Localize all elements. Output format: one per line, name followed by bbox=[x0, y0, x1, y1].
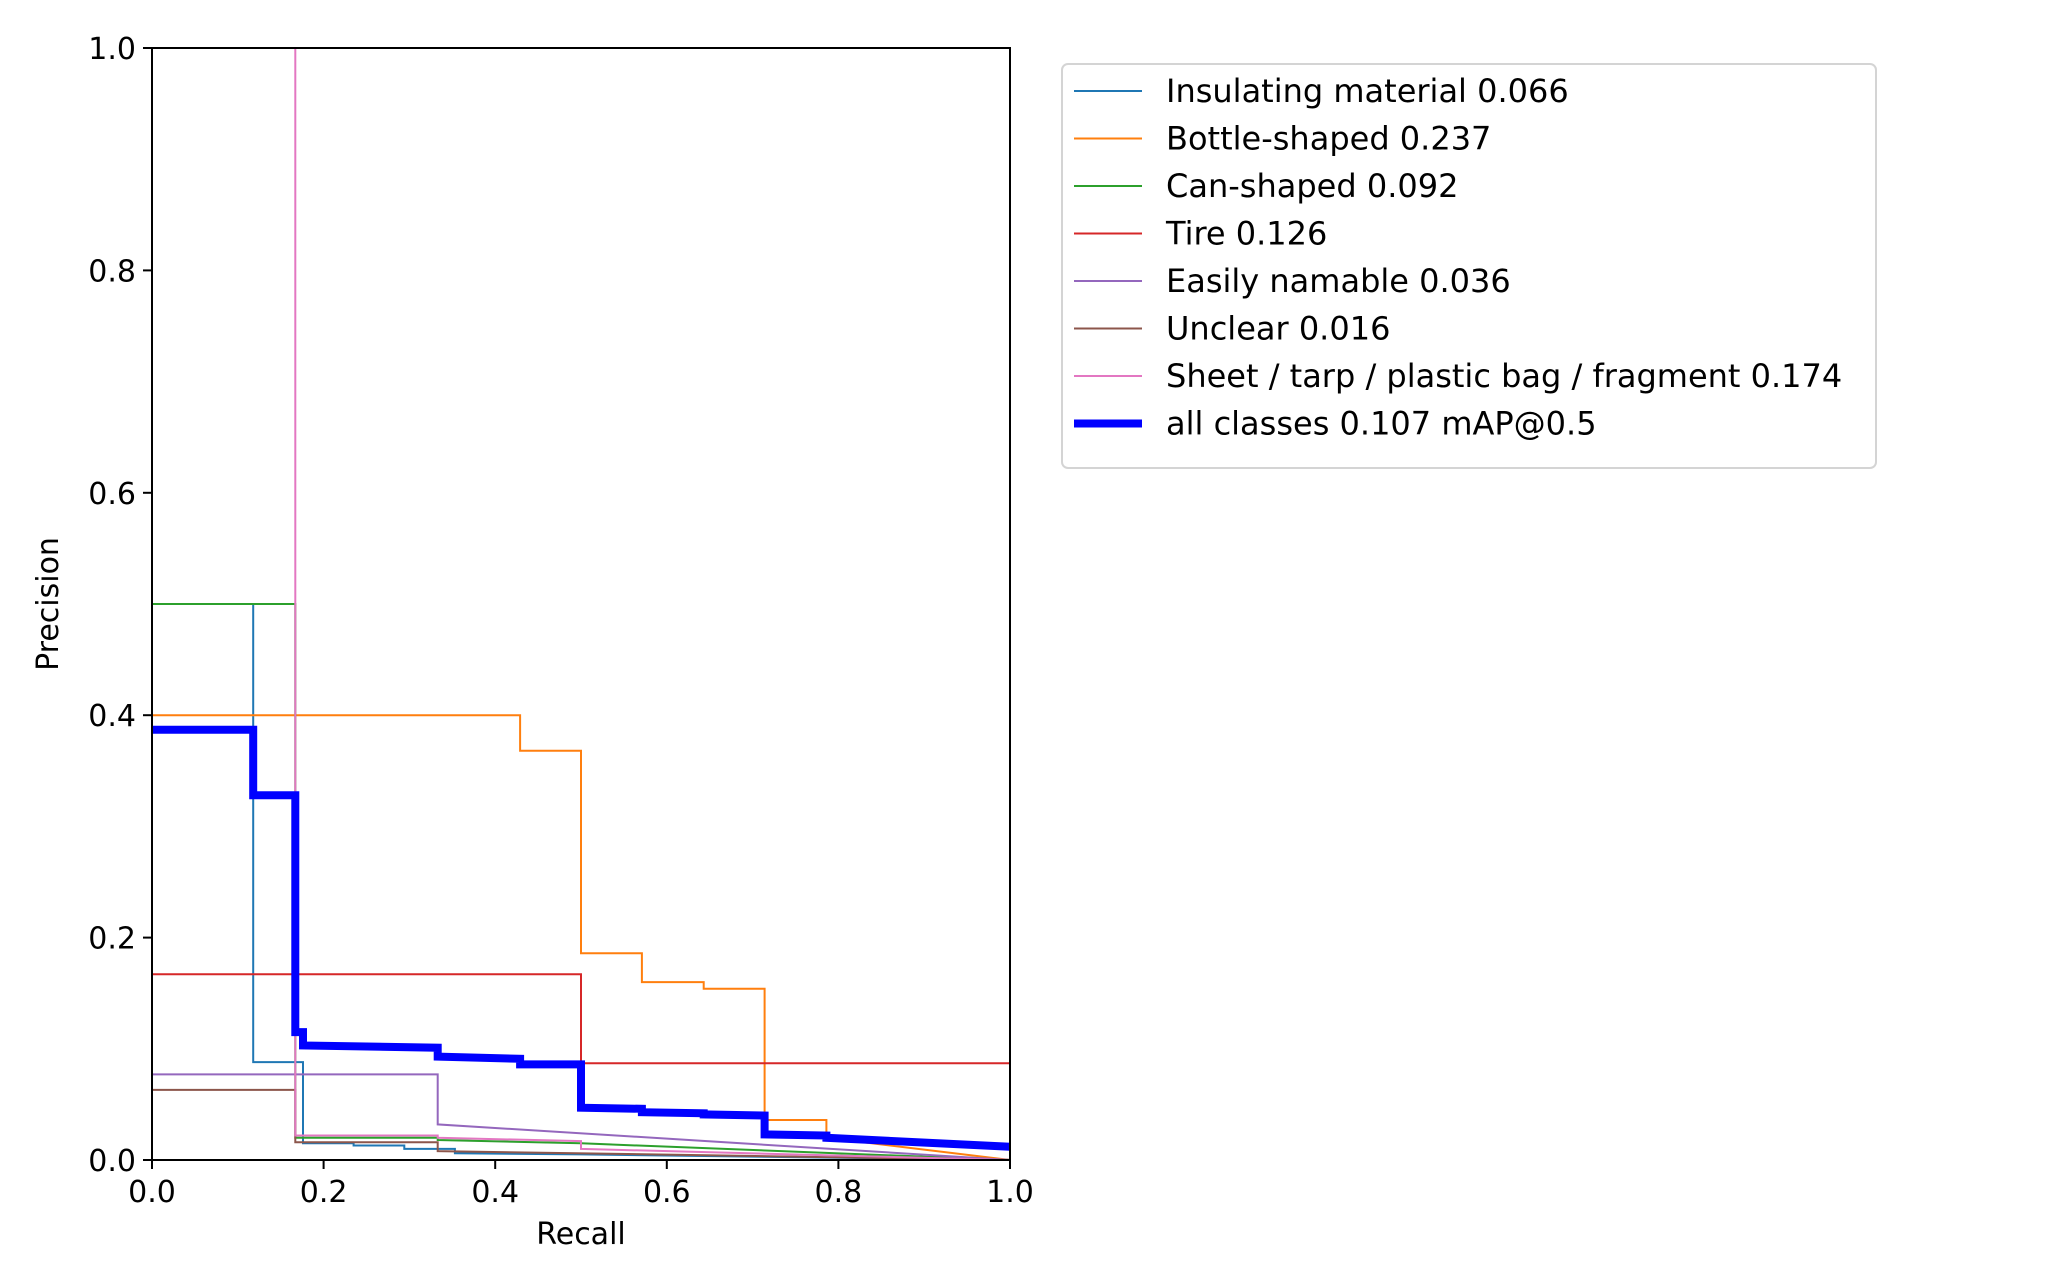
y-axis-label: Precision bbox=[31, 537, 66, 671]
legend-label: Can-shaped 0.092 bbox=[1166, 167, 1458, 205]
series-line-5 bbox=[152, 1088, 1011, 1161]
legend-label: Tire 0.126 bbox=[1165, 215, 1327, 253]
x-tick-label: 0.2 bbox=[300, 1175, 348, 1210]
x-tick-label: 1.0 bbox=[986, 1175, 1034, 1210]
y-tick-label: 0.2 bbox=[88, 922, 136, 957]
series-line-7 bbox=[152, 725, 1011, 1151]
x-tick-label: 0.8 bbox=[815, 1175, 863, 1210]
legend: Insulating material 0.066 Bottle-shaped 0… bbox=[1061, 63, 1877, 469]
legend-label: Bottle-shaped 0.237 bbox=[1166, 120, 1491, 158]
legend-label: Sheet / tarp / plastic bag / fragment 0.… bbox=[1166, 357, 1842, 395]
y-tick-label: 0.6 bbox=[88, 477, 136, 512]
series-line-0 bbox=[152, 603, 1011, 1161]
series-line-6 bbox=[294, 48, 1011, 1161]
y-tick-label: 0.0 bbox=[88, 1144, 136, 1179]
x-tick-label: 0.4 bbox=[471, 1175, 519, 1210]
y-tick-label: 1.0 bbox=[88, 32, 136, 67]
legend-label: Easily namable 0.036 bbox=[1166, 262, 1511, 300]
y-tick-label: 0.4 bbox=[88, 699, 136, 734]
legend-box bbox=[1061, 63, 1877, 469]
plot-frame bbox=[151, 47, 1011, 1161]
ticks-layer: 0.0 0.2 0.4 0.6 0.8 1.0 0.0 0.2 0.4 0.6 0.8 1.0 bbox=[88, 32, 1034, 1210]
legend-label: Unclear 0.016 bbox=[1166, 310, 1390, 348]
series-layer bbox=[152, 48, 1011, 1161]
series-line-1 bbox=[152, 714, 1011, 1161]
y-tick-label: 0.8 bbox=[88, 254, 136, 289]
x-tick-label: 0.0 bbox=[128, 1175, 176, 1210]
legend-label: Insulating material 0.066 bbox=[1166, 72, 1569, 110]
x-axis-label: Recall bbox=[536, 1217, 626, 1252]
legend-label: all classes 0.107 mAP@0.5 bbox=[1166, 405, 1597, 443]
x-tick-label: 0.6 bbox=[643, 1175, 691, 1210]
